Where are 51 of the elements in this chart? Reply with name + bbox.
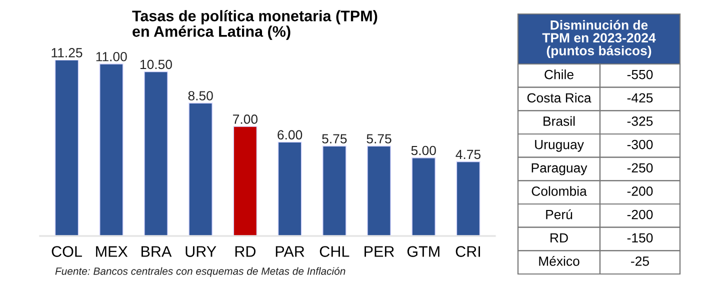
bar <box>144 71 168 236</box>
data-label: 10.50 <box>140 60 172 70</box>
data-label: 5.75 <box>366 134 392 144</box>
x-tick-label: COL <box>52 246 82 257</box>
bar <box>188 102 213 236</box>
data-label: -300 <box>627 140 653 150</box>
data-label: -425 <box>627 93 653 103</box>
x-tick-label: CHL <box>320 246 350 257</box>
data-label: -200 <box>627 186 653 196</box>
data-label: 6.00 <box>278 130 302 140</box>
data-label: -25 <box>631 256 649 266</box>
x-tick-label: PER <box>364 246 394 257</box>
bar <box>99 63 124 236</box>
x-tick-label: PAR <box>276 246 304 257</box>
bar <box>412 157 436 236</box>
category-label: Uruguay <box>535 140 584 152</box>
data-label: -550 <box>627 70 653 80</box>
category-label: Perú <box>546 209 572 220</box>
data-label: 4.75 <box>456 150 481 160</box>
chart-title: Tasas de política monetaria (TPM) en América Latina (%) <box>132 10 378 40</box>
x-tick-label: RD <box>235 246 256 257</box>
data-label: 11.25 <box>52 48 82 58</box>
data-label: -200 <box>627 210 653 220</box>
data-label: 5.00 <box>411 146 436 156</box>
data-label: -150 <box>627 233 653 243</box>
data-label: 5.75 <box>322 134 347 144</box>
text: Disminución de TPM en 2023-2024 (puntos básicos) <box>542 20 656 58</box>
bar <box>278 142 302 236</box>
category-label: México <box>539 256 580 266</box>
data-label: 7.00 <box>233 114 258 124</box>
category-label: Chile <box>544 70 574 80</box>
x-tick-label: BRA <box>142 246 172 257</box>
x-tick-label: URY <box>186 246 216 257</box>
category-label: Colombia <box>532 186 587 196</box>
bar <box>322 146 346 236</box>
source-note: Fuente: Bancos centrales con esquemas de Metas de Inflación <box>55 267 346 277</box>
category-label: Costa Rica <box>527 92 592 103</box>
data-label: -325 <box>627 116 653 126</box>
category-label: Brasil <box>544 116 575 126</box>
x-tick-label: MEX <box>96 246 128 257</box>
category-label: Paraguay <box>532 163 588 176</box>
data-label: 11.00 <box>96 52 127 62</box>
data-label: -250 <box>627 163 653 173</box>
bar <box>54 60 79 236</box>
data-label: 8.50 <box>188 91 213 100</box>
bar <box>233 126 258 236</box>
bar <box>456 161 480 236</box>
category-label: RD <box>550 233 568 242</box>
x-tick-label: CRI <box>456 246 480 257</box>
x-tick-label: GTM <box>407 246 440 257</box>
bar <box>367 146 392 236</box>
